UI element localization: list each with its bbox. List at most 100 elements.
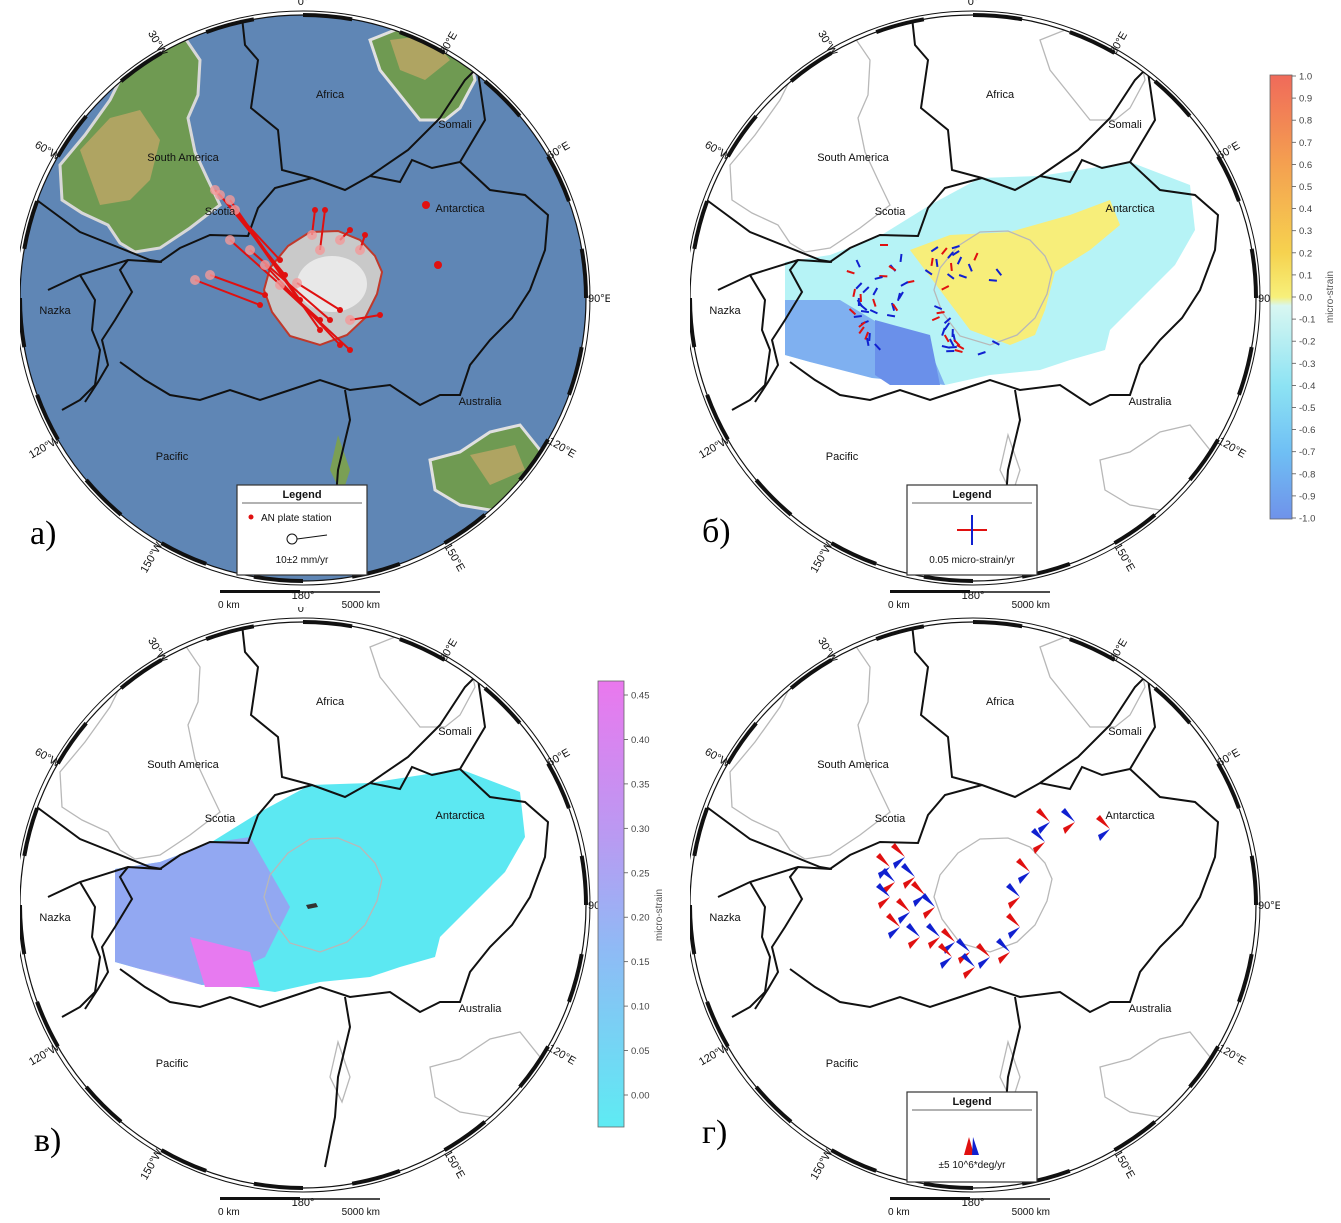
graticule-band [1113,513,1157,545]
strain-cross [941,285,950,291]
map-body [690,622,1256,1188]
colorbar-shear: 0.45 0.40 0.35 0.30 0.25 0.20 0.15 0.10 0.05 0.00… [597,680,665,1128]
rotation-wedge [878,897,890,909]
tick-150e: 150°E [441,542,466,574]
strain-cross [973,252,979,261]
strain-cross [853,315,862,318]
error-ellipse [355,245,365,255]
rotation-wedge [996,938,1010,952]
colorbar-tick-label: 0.8 [1299,116,1312,127]
plate-boundary [84,866,134,1010]
rotation-wedge [1006,913,1020,927]
map-panel-b: 0°30°E60°E90°E120°E150°E180°150°W120°W90… [690,0,1280,611]
tick-120e: 120°E [1216,435,1248,460]
legend-box [906,1091,1038,1183]
plate-label-antarctica: Antarctica [1106,810,1156,822]
map-body [20,622,586,1188]
panel-label-d: г) [702,1114,728,1151]
error-ellipse [315,245,325,255]
station-marker [422,201,430,209]
tick-30e: 30°E [438,637,460,664]
strain-cross [943,322,951,331]
graticule-band [692,200,709,250]
strain-cross [886,314,896,318]
tick-60e: 60°E [545,747,572,769]
strain-cross [935,258,939,268]
rotation-wedge [928,937,940,949]
station-marker [317,327,323,333]
background [690,622,1256,1188]
graticule-band [119,51,163,83]
rotation-wedge [883,882,895,894]
plate-label-antarctica: Antarctica [436,810,486,822]
velocity-arrow [349,314,381,321]
rotation-wedge [893,857,905,869]
rotation-wedge [876,853,890,867]
rotation-wedge [1098,829,1110,841]
plate-boundary [84,259,134,403]
plate-label-australia: Australia [459,1003,503,1015]
scale-label-right: 5000 km [1012,1207,1050,1218]
rotation-wedge [976,943,990,957]
strain-cross [868,332,871,342]
plate-boundary [324,996,352,1168]
rotation-wedge [881,868,895,882]
colorbar-label: micro-strain [654,889,665,941]
graticule-band [22,807,39,857]
graticule-band [351,1169,401,1186]
rotation-wedge [1008,927,1020,939]
tick-60e: 60°E [545,140,572,162]
graticule-band [579,855,588,905]
graticule-band [567,346,584,396]
strain-cross [897,292,901,302]
station-marker [337,307,343,313]
tick-30e: 30°E [1108,30,1130,57]
tick-120w: 120°W [697,1041,732,1068]
scale-label-right: 5000 km [342,600,380,611]
rotation-wedge [941,928,955,942]
graticule-band [1237,953,1254,1003]
graticule-band [205,624,255,641]
strain-cross [890,302,896,311]
colorbar-tick-label: 0.3 [1299,226,1312,237]
colorbar-tick-label: -0.2 [1299,337,1315,348]
coastline-new-zealand [329,1039,351,1104]
colorbar-tick-label: 0.00 [631,1091,650,1102]
colorbar-tick-label: 0.0 [1299,293,1312,304]
rotation-wedge [1038,822,1050,834]
colorbar-tick-label: 0.20 [631,913,650,924]
colorbar-tick-label: 0.05 [631,1046,650,1057]
tick-90e: 90°E [588,293,610,305]
strain-cross [899,253,903,263]
tick-30e: 30°E [438,30,460,57]
station-marker [312,207,318,213]
map-frame-outer [20,617,591,1193]
colorbar-tick-label: -0.7 [1299,447,1315,458]
plate-boundary [61,881,102,1018]
station-marker [322,207,328,213]
tick-150w: 150°W [138,1147,165,1182]
strain-cross [947,251,954,259]
station-marker [347,347,353,353]
plate-boundary [717,784,983,898]
strain-cross [958,274,967,279]
colorbar-tick-label: 0.4 [1299,204,1312,215]
strain-cross [866,337,870,347]
graticule-band [1249,248,1258,298]
plate-label-pacific: Pacific [826,451,859,463]
graticule-band [923,1181,974,1190]
graticule-band [253,574,304,583]
graticule-band [923,574,974,583]
rotation-wedge [908,937,920,949]
graticule-band [690,905,697,955]
graticule-band [830,541,877,566]
graticule-band [1021,562,1071,579]
marker-glyph [306,903,318,909]
strain-cross [953,339,961,347]
station-marker [434,261,442,269]
station-marker [362,232,368,238]
strain-cross [858,326,865,335]
graticule-band [253,1181,304,1190]
graticule-band [754,1085,793,1124]
plate-label-nazka: Nazka [709,305,741,317]
